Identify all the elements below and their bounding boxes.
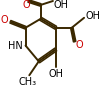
- Text: O: O: [1, 15, 9, 25]
- Text: HN: HN: [8, 40, 23, 51]
- Text: O: O: [23, 0, 30, 10]
- Text: OH: OH: [48, 69, 63, 79]
- Text: OH: OH: [85, 11, 100, 21]
- Text: CH₃: CH₃: [18, 77, 37, 87]
- Text: OH: OH: [54, 0, 69, 10]
- Text: O: O: [76, 40, 83, 50]
